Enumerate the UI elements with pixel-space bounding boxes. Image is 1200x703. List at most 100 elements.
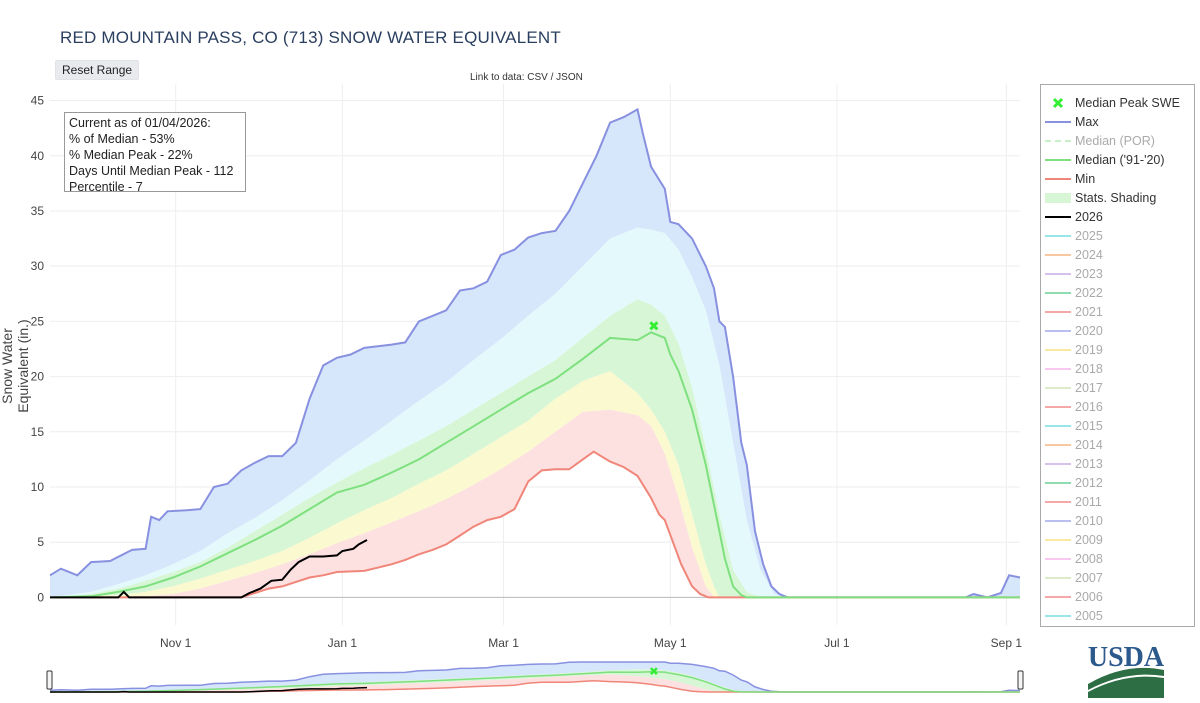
legend-symbol (1041, 306, 1075, 318)
legend-label: 2015 (1075, 418, 1103, 433)
legend-symbol (1041, 344, 1075, 356)
legend-symbol (1041, 534, 1075, 546)
legend-label: 2010 (1075, 513, 1103, 528)
legend-item-2011[interactable]: 2011 (1041, 492, 1194, 511)
legend-symbol (1041, 591, 1075, 603)
legend-symbol (1041, 382, 1075, 394)
legend-item-2023[interactable]: 2023 (1041, 264, 1194, 283)
legend-item-2018[interactable]: 2018 (1041, 359, 1194, 378)
legend-label: Stats. Shading (1075, 190, 1157, 205)
legend-item-2008[interactable]: 2008 (1041, 549, 1194, 568)
legend-item-2012[interactable]: 2012 (1041, 473, 1194, 492)
legend-label: Median (POR) (1075, 133, 1155, 148)
legend-symbol (1041, 477, 1075, 489)
legend-symbol (1041, 420, 1075, 432)
legend-label: Median ('91-'20) (1075, 152, 1165, 167)
status-line-pct-peak: % Median Peak - 22% (69, 148, 193, 162)
legend-symbol (1041, 325, 1075, 337)
legend-label: 2017 (1075, 380, 1103, 395)
legend-label: 2008 (1075, 551, 1103, 566)
legend-symbol (1041, 401, 1075, 413)
legend-label: 2023 (1075, 266, 1103, 281)
band-p90-p70 (50, 227, 1020, 598)
band-p10-min (50, 409, 1020, 598)
mini-current-line (50, 686, 368, 693)
legend-item-2019[interactable]: 2019 (1041, 340, 1194, 359)
x-tick-label: Sep 1 (991, 636, 1023, 650)
legend-item-median-por[interactable]: Median (POR) (1041, 131, 1194, 150)
y-tick-label: 40 (31, 149, 45, 163)
legend-item-max[interactable]: Max (1041, 112, 1194, 131)
legend-item-2022[interactable]: 2022 (1041, 283, 1194, 302)
chart-legend[interactable]: Median Peak SWE Max Median (POR) Median ('9… (1040, 84, 1195, 627)
legend-item-2007[interactable]: 2007 (1041, 568, 1194, 587)
legend-item-2013[interactable]: 2013 (1041, 454, 1194, 473)
legend-label: 2012 (1075, 475, 1103, 490)
legend-symbol (1041, 458, 1075, 470)
legend-item-2005[interactable]: 2005 (1041, 606, 1194, 625)
legend-item-2024[interactable]: 2024 (1041, 245, 1194, 264)
legend-item-median-91-20[interactable]: Median ('91-'20) (1041, 150, 1194, 169)
y-tick-label: 15 (31, 425, 45, 439)
legend-symbol (1041, 553, 1075, 565)
legend-item-stats-shading[interactable]: Stats. Shading (1041, 188, 1194, 207)
legend-label: Median Peak SWE (1075, 95, 1180, 110)
reset-range-button[interactable]: Reset Range (55, 60, 140, 80)
legend-symbol (1041, 116, 1075, 128)
legend-symbol (1041, 173, 1075, 185)
legend-item-2009[interactable]: 2009 (1041, 530, 1194, 549)
legend-label: 2013 (1075, 456, 1103, 471)
y-tick-label: 5 (37, 535, 44, 549)
legend-symbol (1041, 363, 1075, 375)
x-tick-label: May 1 (654, 636, 687, 650)
legend-label: 2021 (1075, 304, 1103, 319)
legend-symbol (1041, 287, 1075, 299)
band-max-p90 (50, 109, 1020, 598)
legend-label: 2025 (1075, 228, 1103, 243)
legend-item-2016[interactable]: 2016 (1041, 397, 1194, 416)
x-tick-label: Jul 1 (824, 636, 850, 650)
legend-label: 2024 (1075, 247, 1103, 262)
y-tick-label: 30 (31, 259, 45, 273)
legend-item-2015[interactable]: 2015 (1041, 416, 1194, 435)
status-line-date: Current as of 01/04/2026: (69, 116, 211, 130)
legend-label: 2026 (1075, 209, 1103, 224)
y-tick-label: 25 (31, 314, 45, 328)
legend-item-median-peak-swe[interactable]: Median Peak SWE (1041, 93, 1194, 112)
legend-item-2021[interactable]: 2021 (1041, 302, 1194, 321)
legend-label: 2014 (1075, 437, 1103, 452)
data-links[interactable]: Link to data: CSV / JSON (470, 72, 583, 83)
legend-item-2026[interactable]: 2026 (1041, 207, 1194, 226)
legend-symbol (1041, 135, 1075, 147)
x-tick-label: Nov 1 (160, 636, 192, 650)
mini-peak-marker (649, 667, 658, 676)
legend-symbol (1041, 249, 1075, 261)
legend-item-2010[interactable]: 2010 (1041, 511, 1194, 530)
legend-item-2006[interactable]: 2006 (1041, 587, 1194, 606)
median-peak-marker (649, 321, 659, 331)
current-year-line (50, 539, 368, 599)
legend-label: 2022 (1075, 285, 1103, 300)
chart-title: RED MOUNTAIN PASS, CO (713) SNOW WATER E… (60, 28, 561, 47)
legend-symbol (1041, 230, 1075, 242)
legend-item-min[interactable]: Min (1041, 169, 1194, 188)
legend-symbol (1041, 572, 1075, 584)
legend-label: 2016 (1075, 399, 1103, 414)
legend-symbol (1041, 192, 1075, 204)
y-tick-label: 45 (31, 94, 45, 108)
range-handle-left[interactable] (46, 670, 53, 690)
legend-label: 2006 (1075, 589, 1103, 604)
legend-item-2025[interactable]: 2025 (1041, 226, 1194, 245)
current-status-box: Current as of 01/04/2026: % of Median - … (64, 112, 246, 194)
legend-symbol (1041, 154, 1075, 166)
band-p30-p10 (50, 371, 1020, 598)
legend-item-2017[interactable]: 2017 (1041, 378, 1194, 397)
range-handle-right[interactable] (1017, 670, 1024, 690)
legend-label: 2018 (1075, 361, 1103, 376)
legend-item-2014[interactable]: 2014 (1041, 435, 1194, 454)
legend-symbol (1041, 515, 1075, 527)
legend-item-2020[interactable]: 2020 (1041, 321, 1194, 340)
legend-symbol (1041, 268, 1075, 280)
mini-median-line (49, 670, 1020, 693)
